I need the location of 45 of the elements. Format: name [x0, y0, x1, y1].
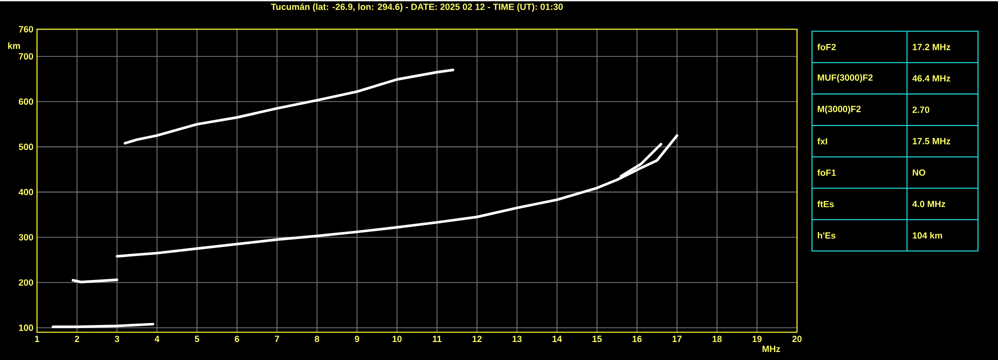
y-tick-label: 700 — [18, 53, 34, 60]
x-tick-label: 17 — [672, 336, 682, 342]
x-tick-label: 14 — [552, 336, 562, 342]
text: 2.70 — [912, 106, 930, 113]
x-tick-label: 6 — [234, 336, 240, 342]
x-tick-label: 3 — [114, 336, 120, 342]
text: 17.2 MHz — [912, 44, 950, 50]
x-tick-label: 12 — [472, 336, 482, 342]
text: 46.4 MHz — [912, 75, 950, 82]
text: fxI — [817, 138, 828, 144]
x-tick-label: 20 — [792, 336, 802, 342]
x-tick-label: 7 — [274, 336, 280, 342]
y-tick-label: 300 — [18, 234, 34, 240]
x-tick-label: 19 — [752, 336, 762, 342]
text: foF1 — [817, 169, 836, 176]
x-tick-label: 11 — [432, 336, 442, 342]
text: 17.5 MHz — [912, 138, 950, 144]
x-tick-label: 4 — [154, 336, 160, 342]
x-tick-label: 5 — [194, 336, 200, 342]
text: 104 km — [912, 232, 942, 239]
text: 4.0 MHz — [912, 200, 946, 208]
text: foF2 — [817, 44, 836, 50]
y-tick-label: 600 — [18, 98, 34, 105]
y-axis-title: km — [8, 42, 20, 49]
text: h'Es — [818, 232, 836, 239]
chart-title: Tucumán (lat: -26.9, lon: 294.6) - DATE: 2025 02 12 - TIME (UT): 01:30 — [270, 3, 563, 12]
x-tick-label: 13 — [512, 336, 522, 342]
text: ftEs — [817, 200, 834, 208]
y-tick-label: 760 — [18, 26, 34, 32]
x-axis-title: MHz — [762, 346, 780, 352]
y-tick-label: 200 — [18, 279, 34, 286]
x-tick-label: 9 — [354, 336, 360, 342]
x-tick-label: 1 — [35, 336, 40, 342]
y-tick-label: 400 — [18, 188, 34, 196]
x-tick-label: 10 — [392, 336, 402, 342]
x-tick-label: 15 — [592, 336, 602, 342]
text: NO — [912, 169, 926, 176]
x-tick-label: 16 — [632, 336, 642, 342]
x-tick-label: 18 — [712, 336, 722, 342]
x-tick-label: 8 — [314, 336, 320, 342]
x-tick-label: 2 — [74, 336, 80, 342]
text: M(3000)F2 — [818, 105, 861, 114]
y-tick-label: 100 — [19, 324, 34, 331]
y-tick-label: 500 — [18, 144, 34, 150]
text: MUF(3000)F2 — [818, 74, 873, 82]
